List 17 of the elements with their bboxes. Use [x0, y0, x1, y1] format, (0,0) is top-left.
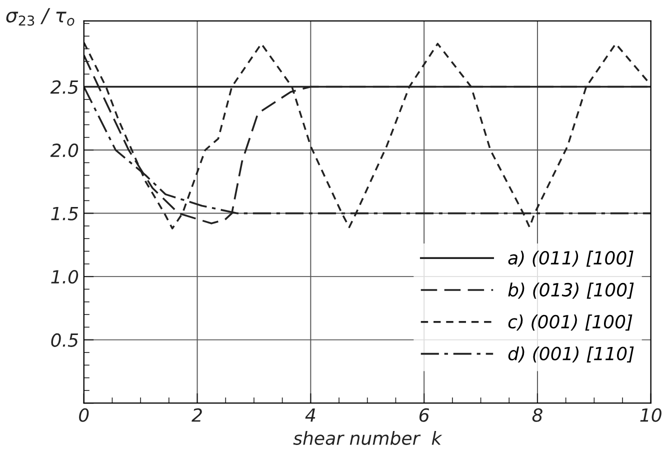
legend-label: a) (011) [100]: [508, 250, 634, 267]
legend-label: b) (013) [100]: [508, 282, 634, 299]
y-axis-title: σ$_{23}$ / τ$_{o}$: [6, 8, 74, 26]
x-tick-label: 8: [532, 408, 542, 422]
x-tick-label: 10: [640, 408, 662, 422]
x-tick-label: 2: [192, 408, 202, 422]
x-axis-title: shear number k: [293, 430, 442, 445]
legend-label: c) (001) [100]: [508, 314, 632, 331]
y-tick-label: 1.5: [51, 206, 78, 220]
x-tick-label: 4: [305, 408, 316, 422]
x-tick-label: 0: [79, 408, 89, 422]
y-tick-label: 2.5: [50, 80, 78, 94]
x-tick-label: 6: [419, 408, 430, 422]
y-tick-label: 1.0: [51, 270, 78, 284]
legend-label: d) (001) [110]: [508, 346, 634, 363]
y-tick-label: 0.5: [51, 333, 78, 347]
y-tick-label: 2.0: [50, 143, 78, 158]
